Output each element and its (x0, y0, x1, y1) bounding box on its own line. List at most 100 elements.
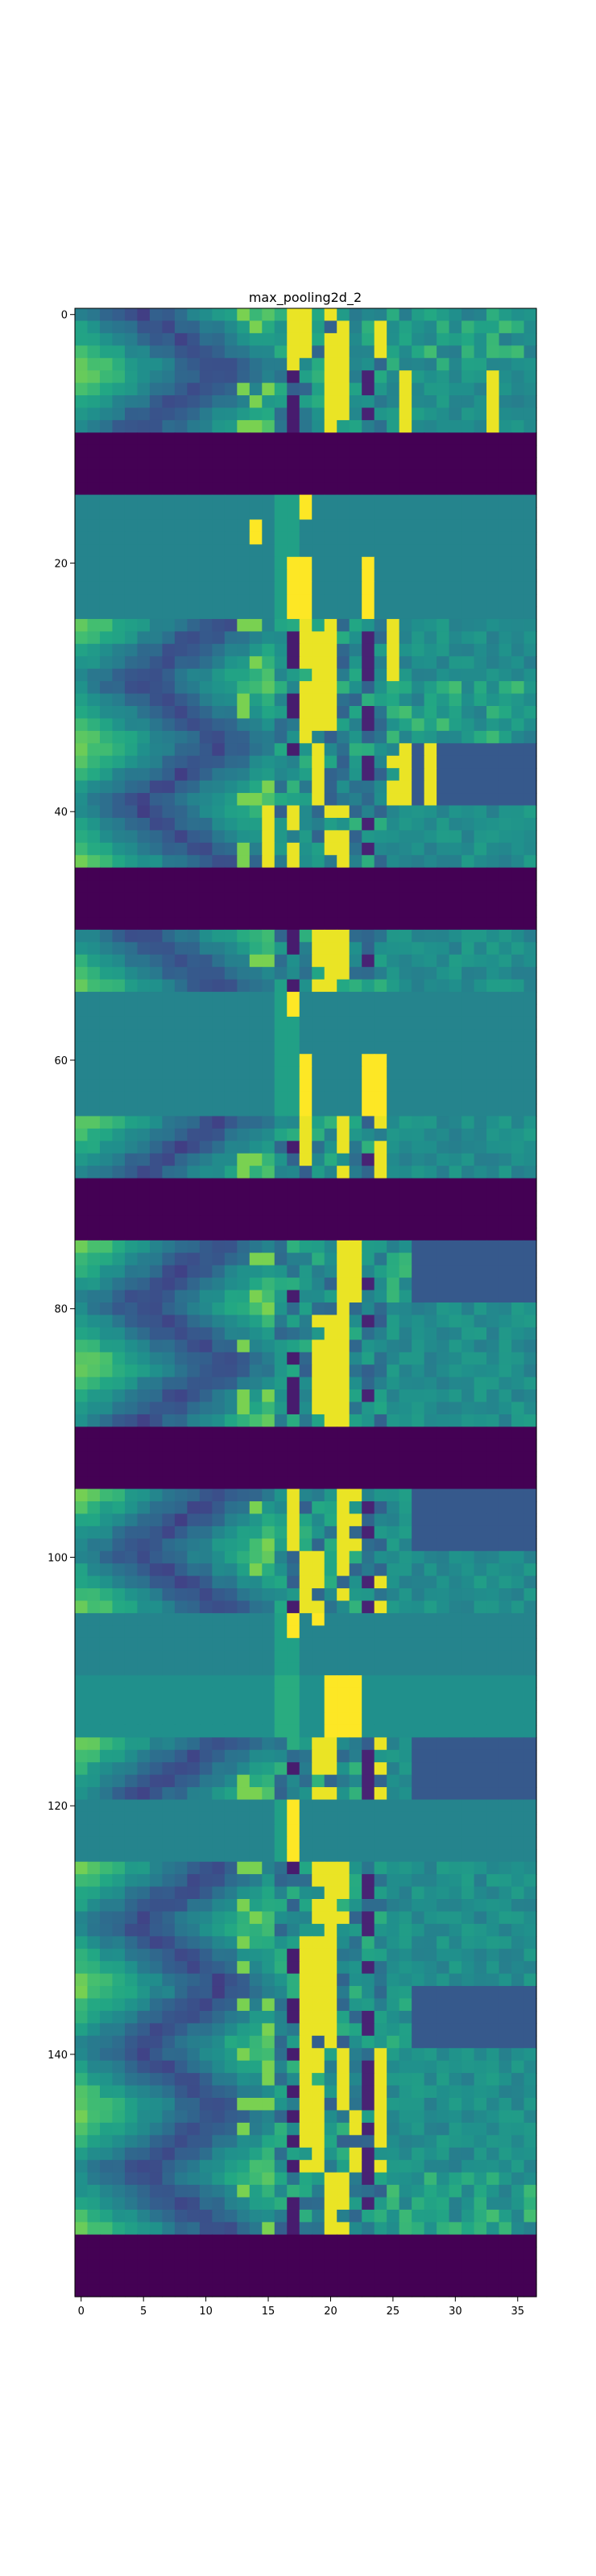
heatmap-cell (499, 1923, 512, 1937)
heatmap-cell (312, 594, 325, 608)
heatmap-cell (174, 1315, 188, 1328)
heatmap-cell (337, 1352, 350, 1365)
heatmap-cell (75, 1749, 89, 1763)
heatmap-cell (99, 569, 114, 583)
heatmap-cell (287, 992, 300, 1005)
heatmap-cell (124, 419, 139, 433)
heatmap-cell (312, 1762, 325, 1776)
heatmap-cell (112, 1525, 126, 1539)
heatmap-cell (287, 556, 300, 570)
heatmap-cell (99, 1041, 114, 1055)
heatmap-cell (149, 1141, 163, 1154)
heatmap-cell (75, 1861, 89, 1875)
heatmap-cell (75, 917, 89, 931)
heatmap-cell (124, 1675, 139, 1689)
heatmap-cell (399, 519, 412, 533)
heatmap-cell (449, 308, 462, 322)
heatmap-cell (237, 1637, 250, 1651)
heatmap-cell (162, 942, 176, 956)
heatmap-cell (324, 482, 337, 496)
heatmap-cell (499, 817, 512, 831)
heatmap-cell (262, 544, 275, 558)
heatmap-cell (187, 419, 201, 433)
heatmap-cell (474, 1936, 487, 1950)
heatmap-cell (187, 892, 201, 906)
heatmap-cell (187, 1662, 201, 1676)
heatmap-cell (374, 1550, 387, 1564)
heatmap-cell (349, 1302, 362, 1316)
heatmap-cell (75, 693, 89, 707)
heatmap-cell (399, 979, 412, 993)
heatmap-cell (337, 1712, 350, 1726)
heatmap-cell (299, 1774, 312, 1788)
heatmap-cell (137, 1302, 151, 1316)
heatmap-cell (449, 768, 462, 782)
heatmap-cell (337, 942, 350, 956)
heatmap-cell (524, 1315, 537, 1328)
heatmap-cell (187, 1824, 201, 1838)
heatmap-cell (149, 1550, 163, 1564)
heatmap-cell (199, 1054, 213, 1067)
heatmap-cell (387, 1104, 400, 1117)
heatmap-cell (262, 531, 275, 545)
heatmap-cell (362, 855, 375, 869)
heatmap-cell (362, 706, 375, 720)
heatmap-cell (374, 370, 387, 384)
heatmap-cell (199, 370, 213, 384)
heatmap-cell (75, 1377, 89, 1390)
heatmap-cell (199, 1861, 213, 1875)
heatmap-cell (224, 880, 238, 894)
heatmap-cell (524, 1128, 537, 1141)
heatmap-cell (449, 1203, 462, 1216)
heatmap-cell (287, 1501, 300, 1515)
heatmap-cell (312, 1961, 325, 1975)
heatmap-cell (474, 1724, 487, 1738)
heatmap-cell (374, 1439, 387, 1452)
heatmap-cell (199, 1662, 213, 1676)
heatmap-cell (149, 718, 163, 732)
heatmap-cell (324, 1724, 337, 1738)
heatmap-cell (149, 1290, 163, 1303)
heatmap-cell (524, 1824, 537, 1838)
heatmap-cell (486, 730, 500, 744)
heatmap-cell (461, 1439, 475, 1452)
heatmap-cell (262, 1724, 275, 1738)
heatmap-cell (337, 1228, 350, 1241)
heatmap-cell (362, 531, 375, 545)
heatmap-cell (337, 519, 350, 533)
heatmap-cell (137, 1215, 151, 1228)
heatmap-cell (187, 842, 201, 856)
heatmap-cell (424, 1687, 437, 1701)
heatmap-cell (124, 830, 139, 844)
heatmap-cell (237, 1476, 250, 1490)
heatmap-cell (437, 718, 450, 732)
heatmap-cell (349, 992, 362, 1005)
heatmap-cell (199, 494, 213, 508)
heatmap-cell (137, 1004, 151, 1018)
heatmap-cell (337, 1016, 350, 1030)
heatmap-cell (174, 1550, 188, 1564)
heatmap-cell (474, 1091, 487, 1104)
heatmap-cell (324, 1799, 337, 1813)
heatmap-cell (75, 494, 89, 508)
heatmap-cell (124, 432, 139, 446)
heatmap-cell (387, 1377, 400, 1390)
heatmap-cell (412, 793, 425, 807)
heatmap-cell (187, 1563, 201, 1577)
heatmap-cell (199, 1327, 213, 1340)
heatmap-cell (212, 718, 226, 732)
heatmap-cell (312, 1774, 325, 1788)
heatmap-cell (362, 643, 375, 657)
heatmap-cell (75, 1538, 89, 1552)
heatmap-cell (449, 880, 462, 894)
heatmap-cell (499, 1153, 512, 1166)
heatmap-cell (499, 1749, 512, 1763)
heatmap-cell (299, 1836, 312, 1850)
heatmap-cell (87, 482, 101, 496)
heatmap-cell (399, 1377, 412, 1390)
heatmap-cell (137, 1389, 151, 1403)
heatmap-cell (237, 1029, 250, 1042)
heatmap-cell (299, 1352, 312, 1365)
heatmap-cell (424, 1302, 437, 1316)
heatmap-cell (374, 1079, 387, 1092)
